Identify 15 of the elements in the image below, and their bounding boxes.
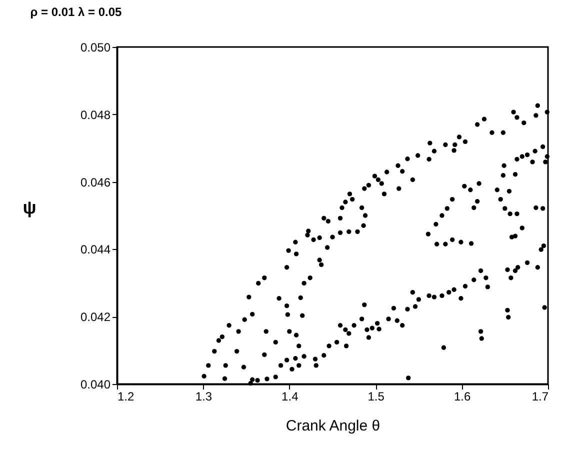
y-tick-label: 0.044 <box>80 242 111 257</box>
y-tick-label: 0.048 <box>80 108 111 122</box>
x-tick-label: 1.6 <box>454 390 471 404</box>
x-tick-label: 1.2 <box>118 390 135 404</box>
x-tick-label: 1.5 <box>368 390 385 404</box>
chart-title: ρ = 0.01 λ = 0.05 <box>30 5 122 19</box>
y-axis-title: ψ <box>22 198 36 218</box>
x-axis-title: Crank Angle θ <box>286 418 380 434</box>
x-tick-label: 1.4 <box>282 390 299 404</box>
x-tick-label: 1.7 <box>532 390 549 404</box>
y-tick-label: 0.050 <box>80 40 111 54</box>
y-tick-label: 0.046 <box>80 175 111 190</box>
y-tick-label: 0.040 <box>80 378 111 392</box>
x-tick-label: 1.3 <box>195 390 212 404</box>
y-tick-label: 0.042 <box>80 310 111 324</box>
